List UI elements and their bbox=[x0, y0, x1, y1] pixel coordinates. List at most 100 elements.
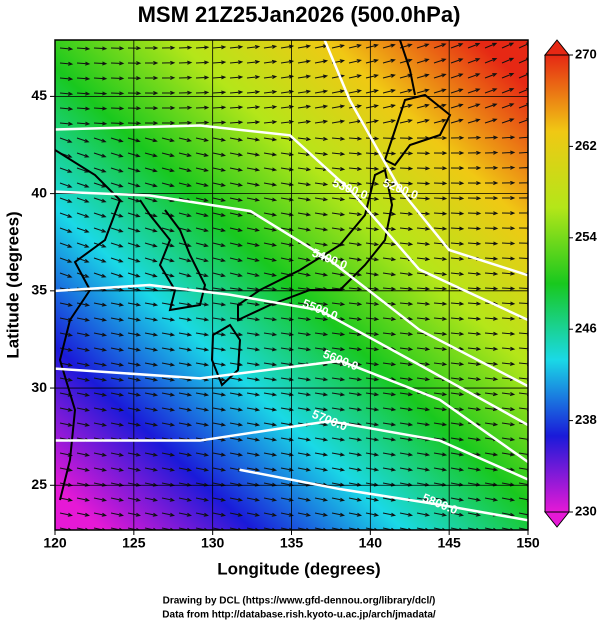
wind-arrow bbox=[331, 347, 346, 352]
wind-arrow bbox=[331, 227, 346, 232]
wind-arrow bbox=[263, 347, 278, 352]
wind-arrow bbox=[195, 317, 210, 322]
wind-arrow bbox=[501, 346, 516, 351]
wind-arrow bbox=[212, 90, 227, 95]
wind-arrow bbox=[314, 242, 329, 247]
wind-arrow bbox=[76, 106, 91, 111]
wind-arrow bbox=[416, 301, 431, 306]
colorbar-body bbox=[544, 54, 570, 513]
wind-arrow bbox=[110, 182, 124, 188]
wind-arrow bbox=[501, 301, 516, 306]
wind-arrow bbox=[161, 167, 175, 173]
wind-arrow bbox=[365, 257, 380, 262]
wind-arrow bbox=[416, 512, 431, 517]
wind-arrow bbox=[93, 106, 108, 111]
wind-arrow bbox=[501, 57, 515, 64]
y-tick-label: 35 bbox=[31, 282, 47, 298]
wind-arrow bbox=[501, 331, 516, 336]
wind-arrow bbox=[161, 422, 176, 427]
wind-arrow bbox=[484, 376, 499, 381]
wind-arrow bbox=[433, 196, 448, 201]
wind-arrow bbox=[212, 105, 227, 110]
wind-arrow bbox=[450, 211, 465, 216]
wind-arrow bbox=[93, 362, 108, 367]
wind-arrow bbox=[348, 74, 362, 79]
wind-arrow bbox=[314, 437, 329, 442]
wind-arrow bbox=[59, 512, 73, 517]
wind-arrow bbox=[212, 392, 227, 397]
wind-arrow bbox=[518, 407, 528, 412]
wind-arrow bbox=[212, 45, 227, 50]
wind-arrow bbox=[280, 452, 295, 457]
wind-arrow bbox=[280, 317, 295, 322]
wind-arrow bbox=[297, 89, 312, 94]
wind-arrow bbox=[229, 497, 244, 502]
wind-arrow bbox=[280, 89, 295, 94]
x-tick-label: 135 bbox=[280, 535, 304, 551]
wind-arrow bbox=[331, 332, 346, 337]
wind-arrow bbox=[212, 152, 226, 157]
wind-arrow bbox=[501, 42, 515, 49]
wind-arrow bbox=[314, 104, 329, 109]
coast-sakhalin bbox=[399, 40, 416, 96]
wind-arrow bbox=[110, 452, 125, 457]
wind-arrow bbox=[144, 467, 159, 472]
wind-arrow bbox=[246, 167, 261, 172]
wind-arrow bbox=[246, 527, 259, 530]
wind-arrow bbox=[433, 467, 448, 472]
wind-arrow bbox=[433, 181, 448, 186]
wind-arrow bbox=[195, 152, 209, 157]
wind-arrow bbox=[263, 362, 278, 367]
wind-arrow bbox=[110, 227, 124, 233]
wind-arrow bbox=[331, 377, 346, 382]
wind-arrow bbox=[59, 272, 73, 278]
wind-arrow bbox=[365, 227, 380, 232]
wind-arrow bbox=[348, 136, 363, 141]
wind-arrow bbox=[348, 377, 363, 382]
wind-arrow bbox=[246, 75, 261, 80]
wind-arrow bbox=[144, 45, 159, 50]
wind-arrow bbox=[110, 242, 124, 248]
wind-arrow bbox=[365, 196, 380, 201]
wind-arrow bbox=[314, 512, 329, 517]
wind-arrow bbox=[331, 197, 346, 202]
wind-arrow bbox=[59, 497, 73, 502]
wind-arrow bbox=[178, 227, 192, 233]
wind-arrow bbox=[178, 90, 193, 95]
wind-arrow bbox=[314, 317, 329, 322]
wind-arrow bbox=[76, 46, 91, 51]
wind-arrow bbox=[365, 497, 380, 502]
wind-arrow bbox=[161, 347, 176, 352]
wind-arrow bbox=[348, 242, 363, 247]
wind-arrow bbox=[93, 347, 108, 352]
wind-arrow bbox=[110, 212, 124, 218]
wind-arrow bbox=[467, 43, 481, 49]
wind-arrow bbox=[433, 272, 448, 277]
wind-arrow bbox=[399, 211, 414, 216]
wind-arrow bbox=[212, 467, 227, 472]
wind-arrow bbox=[382, 407, 397, 412]
wind-arrow bbox=[76, 392, 91, 397]
wind-arrow bbox=[348, 151, 363, 156]
wind-arrow bbox=[433, 362, 448, 367]
wind-arrow bbox=[229, 272, 243, 278]
wind-arrow bbox=[246, 242, 260, 247]
wind-arrow bbox=[93, 302, 108, 307]
wind-arrow bbox=[144, 182, 158, 188]
wind-arrow bbox=[280, 197, 295, 202]
wind-arrow bbox=[144, 362, 159, 367]
wind-arrow bbox=[518, 226, 528, 231]
wind-arrow bbox=[365, 58, 379, 64]
wind-arrow bbox=[178, 152, 192, 157]
wind-arrow bbox=[246, 452, 261, 457]
wind-arrow bbox=[416, 527, 429, 530]
wind-arrow bbox=[76, 302, 91, 307]
wind-arrow bbox=[382, 512, 397, 517]
wind-arrow bbox=[399, 392, 414, 397]
wind-arrow bbox=[382, 73, 396, 79]
wind-arrow bbox=[229, 90, 244, 95]
wind-arrow bbox=[416, 196, 431, 201]
wind-arrow bbox=[144, 347, 159, 352]
wind-arrow bbox=[348, 392, 363, 397]
wind-arrow bbox=[229, 182, 244, 187]
